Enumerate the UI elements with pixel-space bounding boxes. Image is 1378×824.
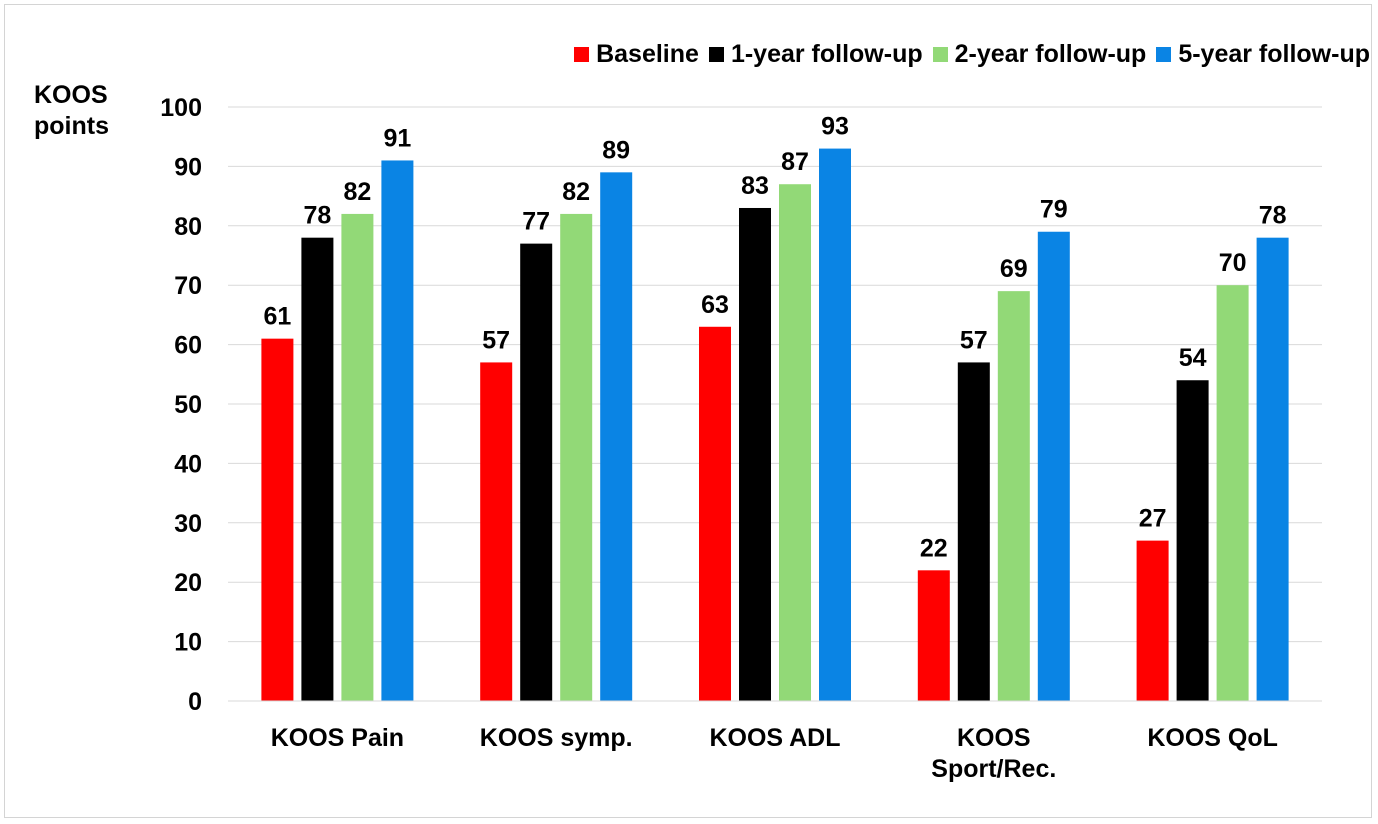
legend-label-1-year: 1-year follow-up [730, 40, 923, 68]
data-label-koos-pain-baseline: 61 [263, 303, 291, 331]
data-label-koos-symp-baseline: 57 [482, 326, 510, 354]
data-label-koos-sport-rec-baseline: 22 [920, 534, 948, 562]
legend-item-5-year: 5-year follow-up [1156, 40, 1370, 69]
data-label-koos-adl-baseline: 63 [701, 291, 729, 319]
bar-koos-qol-1-year-follow-up [1176, 380, 1209, 701]
data-label-koos-symp-2-year-follow-up: 82 [562, 178, 590, 206]
y-tick-label-100: 100 [160, 94, 202, 122]
bar-koos-pain-baseline [261, 338, 294, 701]
data-label-koos-symp-1-year-follow-up: 77 [522, 208, 550, 236]
x-tick-label-koos-pain: KOOS Pain [271, 724, 404, 752]
y-tick-label-50: 50 [174, 391, 202, 419]
bar-koos-symp-baseline [480, 362, 513, 701]
bar-koos-adl-2-year-follow-up [779, 184, 811, 702]
bar-koos-sport-rec-baseline [917, 570, 950, 701]
bar-koos-qol-2-year-follow-up [1216, 285, 1249, 701]
data-label-koos-qol-baseline: 27 [1139, 505, 1167, 533]
legend-swatch-1-year [708, 47, 724, 62]
bar-koos-sport-rec-5-year-follow-up [1037, 231, 1070, 702]
x-tick-label-koos-symp: KOOS symp. [480, 724, 633, 752]
bar-koos-symp-2-year-follow-up [560, 213, 593, 702]
bar-koos-symp-5-year-follow-up [600, 172, 633, 702]
x-tick-label-koos-adl: KOOS ADL [709, 724, 840, 752]
y-tick-label-40: 40 [174, 450, 202, 478]
y-tick-label-80: 80 [174, 213, 202, 241]
data-label-koos-qol-1-year-follow-up: 54 [1179, 344, 1207, 372]
y-axis-title: KOOS points [34, 81, 109, 140]
y-tick-label-20: 20 [174, 569, 202, 597]
data-label-koos-qol-5-year-follow-up: 78 [1259, 202, 1287, 230]
bar-koos-symp-1-year-follow-up [520, 243, 553, 701]
y-tick-label-0: 0 [188, 688, 202, 716]
y-tick-label-90: 90 [174, 153, 202, 181]
bar-koos-adl-5-year-follow-up [819, 148, 851, 701]
y-tick-label-10: 10 [174, 629, 202, 657]
data-label-koos-pain-5-year-follow-up: 91 [383, 124, 411, 152]
legend-swatch-5-year [1156, 47, 1172, 62]
data-label-koos-pain-2-year-follow-up: 82 [343, 178, 371, 206]
data-label-koos-sport-rec-1-year-follow-up: 57 [960, 326, 988, 354]
bar-koos-sport-rec-1-year-follow-up [957, 362, 990, 701]
y-tick-label-60: 60 [174, 332, 202, 360]
data-label-koos-pain-1-year-follow-up: 78 [303, 202, 331, 230]
data-label-koos-adl-2-year-follow-up: 87 [781, 148, 809, 176]
data-label-koos-sport-rec-5-year-follow-up: 79 [1040, 196, 1068, 224]
bar-koos-qol-5-year-follow-up [1256, 237, 1289, 701]
bar-koos-pain-5-year-follow-up [381, 160, 414, 701]
legend-label-2-year: 2-year follow-up [954, 40, 1147, 68]
data-label-koos-sport-rec-2-year-follow-up: 69 [1000, 255, 1028, 283]
data-label-koos-symp-5-year-follow-up: 89 [602, 136, 630, 164]
legend-swatch-baseline [574, 47, 590, 62]
legend-item-baseline: Baseline [574, 40, 699, 69]
data-label-koos-qol-2-year-follow-up: 70 [1219, 249, 1247, 277]
bar-koos-qol-baseline [1136, 540, 1169, 701]
x-tick-label-koos-sport-rec: KOOS Sport/Rec. [931, 724, 1056, 783]
y-tick-label-70: 70 [174, 272, 202, 300]
x-tick-label-koos-qol: KOOS QoL [1147, 724, 1278, 752]
y-tick-label-30: 30 [174, 510, 202, 538]
legend-swatch-2-year [932, 47, 948, 62]
legend-item-1-year: 1-year follow-up [708, 40, 923, 69]
data-label-koos-adl-1-year-follow-up: 83 [741, 172, 769, 200]
legend-item-2-year: 2-year follow-up [932, 40, 1147, 69]
legend-label-baseline: Baseline [596, 40, 699, 68]
legend-label-5-year: 5-year follow-up [1178, 40, 1370, 68]
bar-koos-pain-1-year-follow-up [301, 237, 334, 701]
legend: Baseline 1-year follow-up 2-year follow-… [564, 40, 1370, 69]
bar-koos-adl-1-year-follow-up [739, 207, 771, 702]
data-label-koos-adl-5-year-follow-up: 93 [821, 113, 849, 141]
bar-koos-sport-rec-2-year-follow-up [997, 291, 1030, 701]
bar-koos-adl-baseline [699, 326, 731, 701]
bar-koos-pain-2-year-follow-up [341, 213, 374, 702]
